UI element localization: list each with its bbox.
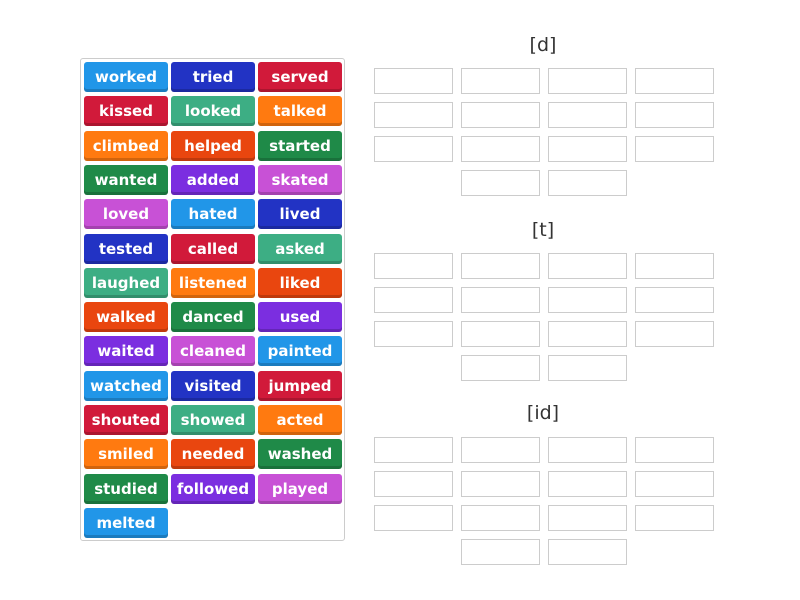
word-tile-tested[interactable]: tested [84,233,168,264]
drop-slot[interactable] [461,253,540,279]
word-tile-studied[interactable]: studied [84,473,168,504]
word-tile-walked[interactable]: walked [84,302,168,333]
drop-slot[interactable] [548,68,627,94]
drop-slot[interactable] [374,321,453,347]
drop-slot[interactable] [635,287,714,313]
drop-slot[interactable] [374,136,453,162]
word-tile-talked[interactable]: talked [258,96,342,127]
drop-slot[interactable] [635,437,714,463]
word-tile-melted[interactable]: melted [84,507,168,538]
drop-slot[interactable] [374,68,453,94]
drop-slot[interactable] [461,321,540,347]
drop-slot[interactable] [461,539,540,565]
word-tile-loved[interactable]: loved [84,199,168,230]
drop-slot[interactable] [548,437,627,463]
drop-slot[interactable] [548,253,627,279]
drop-slot[interactable] [548,471,627,497]
word-tile-painted[interactable]: painted [258,336,342,367]
drop-slot[interactable] [548,287,627,313]
word-tile-climbed[interactable]: climbed [84,130,168,161]
drop-slot[interactable] [635,102,714,128]
drop-slot[interactable] [461,102,540,128]
word-tile-served[interactable]: served [258,62,342,92]
word-tile-cleaned[interactable]: cleaned [171,336,255,367]
word-tile-hated[interactable]: hated [171,199,255,230]
drop-slot[interactable] [461,136,540,162]
drop-slot[interactable] [635,136,714,162]
drop-slot[interactable] [374,253,453,279]
word-tile-liked[interactable]: liked [258,267,342,298]
drop-slot[interactable] [374,102,453,128]
drop-slot[interactable] [461,170,540,196]
group-heading: [t] [531,219,555,241]
drop-slot[interactable] [461,287,540,313]
word-tile-watched[interactable]: watched [84,370,168,401]
word-tile-laughed[interactable]: laughed [84,267,168,298]
word-tile-started[interactable]: started [258,130,342,161]
word-tile-added[interactable]: added [171,164,255,195]
word-tile-danced[interactable]: danced [171,302,255,333]
word-tile-skated[interactable]: skated [258,164,342,195]
word-tile-washed[interactable]: washed [258,439,342,470]
word-bank [80,58,345,541]
drop-slot[interactable] [548,355,627,381]
drop-slot[interactable] [548,136,627,162]
drop-slot[interactable] [635,471,714,497]
drop-slot[interactable] [374,437,453,463]
group-heading: [id] [526,402,560,424]
word-tile-listened[interactable]: listened [171,267,255,298]
drop-slot[interactable] [461,471,540,497]
word-tile-showed[interactable]: showed [171,405,255,435]
drop-slot[interactable] [548,102,627,128]
drop-slot[interactable] [635,253,714,279]
word-tile-followed[interactable]: followed [171,473,255,504]
word-tile-tried[interactable]: tried [171,62,255,92]
word-tile-smiled[interactable]: smiled [84,439,168,470]
word-tile-lived[interactable]: lived [258,199,342,230]
drop-slot[interactable] [374,505,453,531]
word-tile-wanted[interactable]: wanted [84,164,168,195]
drop-slot[interactable] [635,321,714,347]
drop-slot[interactable] [374,471,453,497]
drop-slot[interactable] [461,355,540,381]
word-tile-played[interactable]: played [258,473,342,504]
word-tile-asked[interactable]: asked [258,233,342,264]
drop-slot[interactable] [635,68,714,94]
word-tile-worked[interactable]: worked [84,62,168,92]
group-heading: [d] [529,34,557,56]
word-tile-used[interactable]: used [258,302,342,333]
drop-slot[interactable] [635,505,714,531]
word-tile-called[interactable]: called [171,233,255,264]
drop-slot[interactable] [461,437,540,463]
word-tile-acted[interactable]: acted [258,405,342,435]
drop-slot[interactable] [461,505,540,531]
word-tile-kissed[interactable]: kissed [84,96,168,127]
drop-slot[interactable] [461,68,540,94]
word-tile-looked[interactable]: looked [171,96,255,127]
word-tile-visited[interactable]: visited [171,370,255,401]
drop-slot[interactable] [548,539,627,565]
word-tile-needed[interactable]: needed [171,439,255,470]
drop-slot[interactable] [548,505,627,531]
drop-slot[interactable] [374,287,453,313]
drop-slot[interactable] [548,170,627,196]
drop-slot[interactable] [548,321,627,347]
word-tile-waited[interactable]: waited [84,336,168,367]
word-tile-shouted[interactable]: shouted [84,405,168,435]
word-tile-jumped[interactable]: jumped [258,370,342,401]
word-tile-helped[interactable]: helped [171,130,255,161]
